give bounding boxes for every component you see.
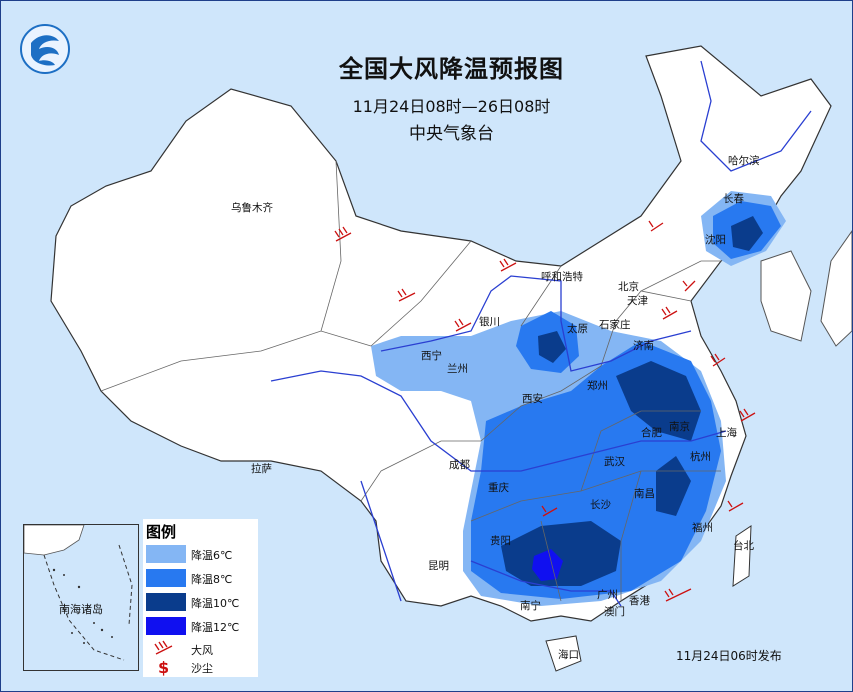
cooling-10c-north — [538, 331, 566, 363]
issuer: 中央气象台 — [409, 124, 494, 144]
city-label: 天津 — [627, 295, 648, 307]
wind-barb-icon — [397, 288, 416, 302]
city-label: 福州 — [692, 522, 713, 534]
legend-item-12c: 降温12℃ — [146, 617, 258, 635]
city-label: 成都 — [449, 459, 470, 471]
wind-barb-icon — [739, 408, 756, 422]
city-label: 长春 — [723, 193, 744, 205]
legend-label: 降温10℃ — [191, 597, 240, 610]
city-label: 呼和浩特 — [541, 271, 583, 283]
cooling-12c-region — [532, 549, 563, 581]
wind-barb-icon — [682, 280, 696, 292]
wind-barb-icon — [499, 258, 517, 272]
cooling-10c-northeast — [731, 216, 763, 251]
wind-barb-icon — [154, 640, 173, 655]
city-label: 银川 — [479, 316, 500, 328]
wind-barbs — [334, 220, 756, 602]
south-china-sea-inset: 南海诸岛 — [23, 524, 139, 671]
legend-item-wind: 大风 — [146, 640, 258, 658]
legend-swatch — [146, 569, 186, 587]
legend-title: 图例 — [146, 523, 177, 541]
forecast-period: 11月24日08时—26日08时 — [352, 97, 551, 116]
city-label: 海口 — [558, 649, 579, 661]
legend-item-10c: 降温10℃ — [146, 593, 258, 611]
taiwan-island — [732, 525, 752, 587]
city-label: 西安 — [522, 393, 543, 405]
wind-barb-icon — [727, 500, 744, 512]
city-label: 哈尔滨 — [728, 155, 760, 167]
dust-icon: $ — [158, 658, 169, 676]
legend-label: 大风 — [191, 644, 213, 657]
city-label: 北京 — [618, 281, 639, 293]
city-label: 拉萨 — [251, 463, 272, 475]
wind-barb-icon — [454, 318, 472, 332]
svg-text:$: $ — [158, 658, 169, 676]
wind-barb-icon — [661, 306, 678, 320]
wind-barb-icon — [541, 505, 558, 517]
korea-peninsula — [760, 250, 812, 342]
city-label: 石家庄 — [599, 319, 631, 331]
city-label: 上海 — [716, 427, 737, 439]
legend: 图例 降温6℃ 降温8℃ 降温10℃ 降温12℃ 大风 $ 沙尘 — [143, 519, 258, 677]
city-label: 香港 — [629, 595, 650, 607]
city-label: 合肥 — [641, 427, 662, 439]
inset-map — [23, 524, 133, 661]
wind-barb-icon — [648, 220, 664, 232]
issued-time: 11月24日06时发布 — [676, 649, 782, 663]
city-label: 杭州 — [690, 451, 711, 463]
legend-label: 降温12℃ — [191, 621, 240, 634]
city-label: 南昌 — [634, 488, 655, 500]
city-label: 武汉 — [604, 456, 625, 468]
legend-item-dust: $ 沙尘 — [146, 658, 258, 676]
city-label: 兰州 — [447, 363, 468, 375]
legend-swatch — [146, 617, 186, 635]
wind-barb-icon — [664, 588, 692, 602]
city-label: 澳门 — [604, 606, 625, 618]
inset-label: 南海诸岛 — [59, 603, 103, 616]
wind-barb-icon — [710, 353, 726, 367]
city-label: 长沙 — [590, 499, 611, 511]
city-label: 重庆 — [488, 482, 509, 494]
legend-item-8c: 降温8℃ — [146, 569, 258, 587]
city-label: 南宁 — [520, 600, 541, 612]
city-label: 乌鲁木齐 — [231, 202, 273, 214]
map-title: 全国大风降温预报图 — [339, 55, 564, 83]
legend-swatch — [146, 545, 186, 563]
legend-label: 降温6℃ — [191, 549, 233, 562]
legend-swatch — [146, 593, 186, 611]
city-label: 贵阳 — [490, 535, 511, 547]
city-label: 太原 — [567, 323, 588, 335]
rivers — [270, 60, 812, 607]
city-label: 济南 — [633, 340, 654, 352]
province-borders — [100, 160, 721, 602]
city-label: 昆明 — [428, 560, 449, 572]
cooling-10c-south — [501, 521, 621, 586]
legend-label: 沙尘 — [191, 662, 213, 675]
city-label: 南京 — [669, 421, 690, 433]
cooling-10c-east — [616, 361, 701, 441]
city-label: 西宁 — [421, 350, 442, 362]
legend-label: 降温8℃ — [191, 573, 233, 586]
city-label: 台北 — [733, 540, 754, 552]
legend-item-6c: 降温6℃ — [146, 545, 258, 563]
city-label: 广州 — [597, 589, 618, 601]
hainan-island — [545, 635, 582, 672]
city-label: 郑州 — [587, 380, 608, 392]
wind-barb-icon — [334, 226, 352, 242]
cma-logo-icon — [20, 24, 70, 74]
japan-island — [820, 230, 852, 347]
city-label: 沈阳 — [705, 234, 726, 246]
